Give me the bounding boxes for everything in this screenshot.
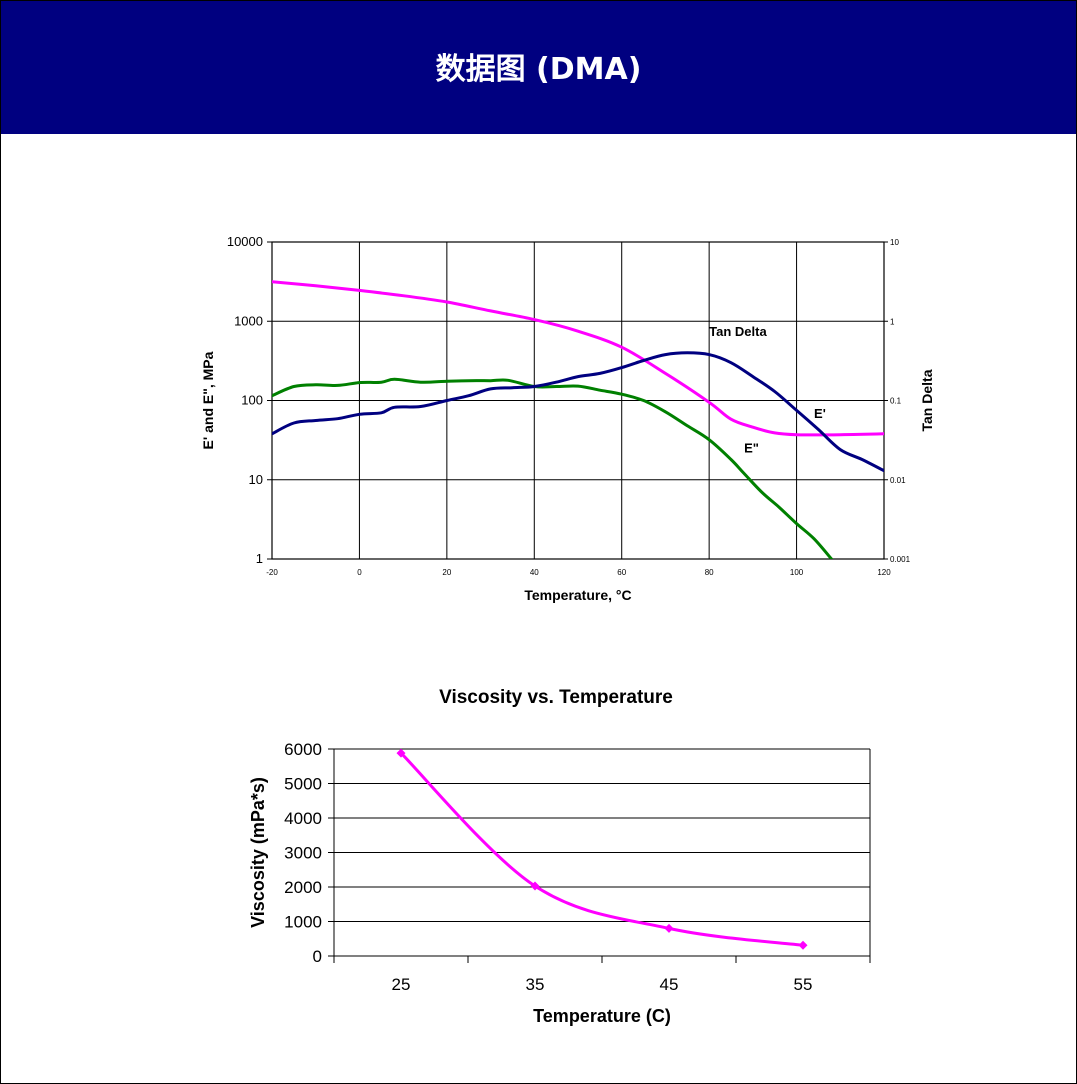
- x-tick-label: 100: [790, 568, 804, 577]
- x-tick-label: 35: [526, 975, 545, 994]
- plot-area: [271, 241, 885, 560]
- page-title: 数据图 (DMA): [435, 51, 642, 87]
- series-line-1: [272, 377, 833, 559]
- series-label-0: E': [814, 406, 826, 421]
- y2-tick-label: 10: [890, 238, 899, 247]
- y-tick-label: 3000: [284, 844, 322, 863]
- x-tick-label: 45: [660, 975, 679, 994]
- y2-tick-label: 0.001: [890, 555, 911, 564]
- x-tick-label: 0: [357, 568, 362, 577]
- y2-tick-label: 0.01: [890, 476, 906, 485]
- y-tick-label: 100: [241, 393, 263, 408]
- x-tick-label: 40: [530, 568, 539, 577]
- data-point-marker: [664, 923, 674, 933]
- header-bar: 数据图 (DMA): [1, 1, 1076, 134]
- series-group: [272, 280, 884, 559]
- x-axis-title: Temperature (C): [533, 1006, 671, 1026]
- y-tick-label: 10: [249, 472, 263, 487]
- series-line-2: [272, 351, 884, 473]
- y2-tick-label: 0.1: [890, 397, 902, 406]
- x-tick-label: 25: [392, 975, 411, 994]
- x-tick-label: 20: [442, 568, 451, 577]
- y-tick-label: 1000: [234, 313, 263, 328]
- y-tick-label: 1000: [284, 913, 322, 932]
- series-line-0: [272, 280, 884, 437]
- dma-chart: -20 0 20 40 60 80 100 1201101001000100000.0010.…: [200, 234, 935, 603]
- y-tick-label: 2000: [284, 878, 322, 897]
- y-tick-label: 0: [313, 947, 322, 966]
- y-tick-label: 5000: [284, 775, 322, 794]
- data-point-marker: [798, 940, 808, 950]
- y2-tick-label: 1: [890, 317, 895, 326]
- x-axis-title: Temperature, °C: [524, 587, 631, 603]
- x-tick-label: 60: [617, 568, 626, 577]
- y-axis-title: Viscosity (mPa*s): [248, 777, 268, 928]
- series-label-1: E": [744, 441, 759, 456]
- x-tick-label: 80: [705, 568, 714, 577]
- x-tick-label: -20: [266, 568, 278, 577]
- x-tick-label: 55: [794, 975, 813, 994]
- y-tick-label: 1: [256, 551, 263, 566]
- y-tick-label: 6000: [284, 740, 322, 759]
- series-line: [399, 752, 804, 947]
- y-axis-title: E' and E", MPa: [200, 351, 216, 449]
- series-label-2: Tan Delta: [709, 324, 767, 339]
- x-tick-label: 120: [877, 568, 891, 577]
- data-point-marker: [396, 748, 406, 758]
- y2-axis-title: Tan Delta: [919, 369, 935, 431]
- chart-title: Viscosity vs. Temperature: [439, 687, 673, 708]
- y-tick-label: 4000: [284, 809, 322, 828]
- data-point-marker: [530, 881, 540, 891]
- y-tick-label: 10000: [227, 234, 263, 249]
